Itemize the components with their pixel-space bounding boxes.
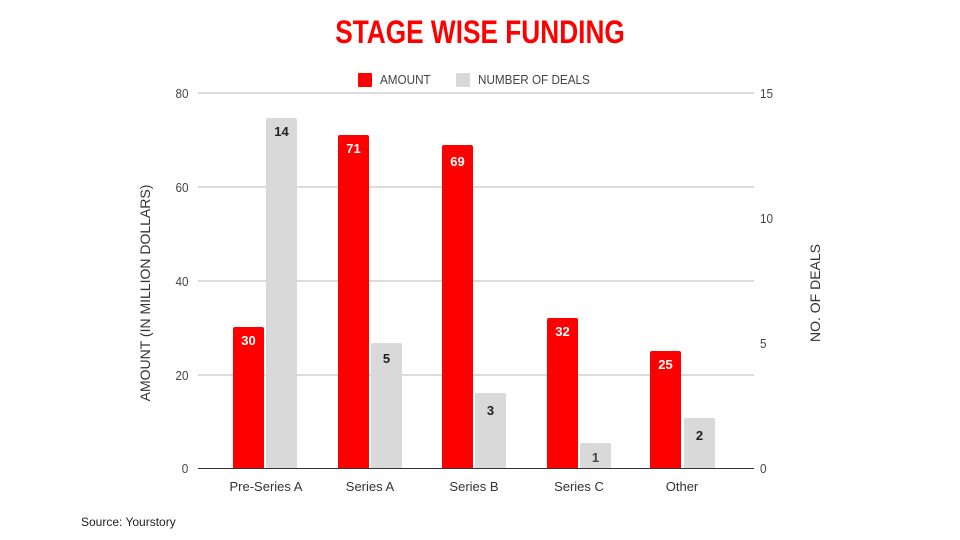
x-axis-baseline: [198, 468, 754, 469]
legend-label-deals: NUMBER OF DEALS: [478, 72, 590, 87]
left-y-tick: 20: [174, 368, 188, 383]
x-tick-series-a: Series A: [345, 479, 395, 494]
right-axis-title: NO. OF DEALS: [807, 243, 823, 343]
right-y-tick: 0: [760, 461, 767, 476]
right-y-tick: 5: [760, 336, 767, 351]
legend-label-amount: AMOUNT: [379, 72, 431, 87]
bar-deals-other[interactable]: 2: [684, 418, 715, 468]
gridline: [198, 280, 754, 282]
bar-value-label: 30: [241, 333, 256, 348]
bar-amount-pre-series-a[interactable]: 30: [233, 327, 264, 468]
left-y-tick: 0: [181, 461, 188, 476]
left-y-tick: 60: [174, 180, 188, 195]
x-tick-other: Other: [665, 479, 699, 494]
bar-value-label: 32: [555, 324, 570, 339]
gridline: [198, 374, 754, 376]
legend-swatch-deals: [456, 72, 471, 87]
gridline: [198, 92, 754, 94]
source-note: Source: Yourstory: [81, 515, 176, 529]
bar-value-label: 69: [450, 154, 465, 169]
bar-amount-series-b[interactable]: 69: [442, 145, 473, 468]
legend-item-deals[interactable]: NUMBER OF DEALS: [456, 72, 602, 87]
legend: AMOUNT NUMBER OF DEALS: [0, 72, 960, 87]
bar-value-label: 2: [695, 428, 704, 443]
bar-deals-pre-series-a[interactable]: 14: [266, 118, 297, 468]
bar-value-label: 5: [382, 351, 391, 366]
x-tick-series-b: Series B: [449, 479, 499, 494]
bar-amount-series-a[interactable]: 71: [338, 135, 369, 468]
right-y-tick: 10: [760, 211, 774, 226]
bar-deals-series-b[interactable]: 3: [475, 393, 506, 468]
legend-swatch-amount: [357, 72, 372, 87]
gridline: [198, 186, 754, 188]
left-axis-title: AMOUNT (IN MILLION DOLLARS): [137, 184, 153, 402]
bar-amount-other[interactable]: 25: [650, 351, 681, 468]
bar-value-label: 3: [486, 403, 495, 418]
bar-amount-series-c[interactable]: 32: [547, 318, 578, 468]
bar-deals-series-a[interactable]: 5: [371, 343, 402, 468]
bar-value-label: 25: [658, 357, 673, 372]
bar-value-label: 71: [346, 141, 361, 156]
bar-deals-series-c[interactable]: 1: [580, 443, 611, 468]
legend-item-amount[interactable]: AMOUNT: [357, 72, 436, 87]
chart-title: STAGE WISE FUNDING: [335, 14, 625, 50]
bar-value-label: 14: [274, 124, 289, 139]
x-tick-series-c: Series C: [554, 479, 604, 494]
right-y-tick: 15: [760, 86, 774, 101]
x-tick-pre-series-a: Pre-Series A: [229, 479, 303, 494]
left-y-tick: 40: [174, 274, 188, 289]
left-y-tick: 80: [174, 86, 188, 101]
bar-value-label: 1: [591, 450, 600, 465]
